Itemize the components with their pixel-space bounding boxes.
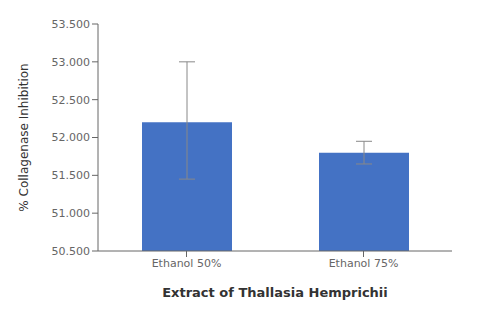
svg-text:Ethanol 50%: Ethanol 50%: [152, 257, 222, 270]
svg-text:53.500: 53.500: [52, 18, 91, 31]
svg-text:53.000: 53.000: [52, 56, 91, 69]
svg-text:52.000: 52.000: [52, 131, 91, 144]
svg-text:% Collagenase Inhibition: % Collagenase Inhibition: [17, 63, 31, 211]
svg-text:Extract of Thallasia Hemprichi: Extract of Thallasia Hemprichii: [162, 285, 388, 300]
svg-text:50.500: 50.500: [52, 245, 91, 258]
svg-text:51.000: 51.000: [52, 207, 91, 220]
svg-text:Ethanol 75%: Ethanol 75%: [329, 257, 399, 270]
svg-text:52.500: 52.500: [52, 94, 91, 107]
svg-text:51.500: 51.500: [52, 169, 91, 182]
